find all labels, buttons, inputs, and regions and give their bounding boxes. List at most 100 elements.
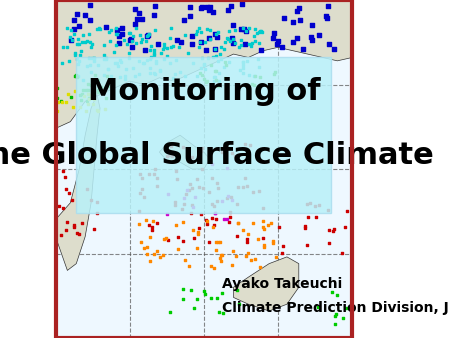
Point: [315, 32, 322, 38]
Point: [85, 95, 92, 100]
Point: [153, 248, 161, 253]
Point: [127, 30, 134, 36]
Point: [225, 220, 233, 225]
Point: [213, 31, 220, 37]
Point: [189, 204, 196, 210]
Point: [151, 171, 158, 177]
Point: [151, 71, 158, 76]
Point: [234, 220, 242, 225]
Point: [208, 162, 216, 167]
Point: [53, 95, 60, 100]
Point: [205, 35, 212, 41]
Point: [189, 61, 197, 66]
Point: [343, 305, 350, 310]
Point: [201, 289, 208, 294]
Point: [200, 61, 207, 67]
Point: [304, 201, 311, 206]
Point: [239, 59, 247, 65]
Point: [163, 45, 171, 50]
Point: [250, 33, 257, 39]
Point: [80, 77, 87, 82]
Point: [117, 59, 124, 65]
Point: [270, 30, 278, 36]
Point: [308, 37, 315, 43]
Point: [295, 5, 302, 11]
Point: [91, 55, 98, 61]
Point: [210, 224, 217, 230]
Point: [171, 71, 178, 77]
Point: [256, 40, 263, 46]
Point: [71, 50, 78, 55]
Point: [112, 31, 119, 37]
Point: [256, 188, 263, 193]
Point: [133, 16, 140, 21]
Point: [89, 78, 96, 83]
Point: [250, 82, 257, 88]
Point: [201, 291, 208, 297]
Point: [163, 236, 170, 241]
Point: [243, 28, 250, 33]
Point: [207, 263, 215, 268]
Text: Ayako Takeuchi: Ayako Takeuchi: [222, 277, 342, 291]
Point: [59, 168, 67, 173]
Point: [235, 44, 243, 50]
Point: [63, 219, 71, 225]
Point: [153, 220, 160, 226]
Point: [234, 184, 241, 189]
Point: [83, 108, 90, 113]
Point: [211, 47, 218, 52]
Point: [69, 105, 76, 110]
Point: [290, 40, 297, 45]
Point: [94, 26, 101, 32]
Point: [248, 258, 255, 263]
Point: [211, 74, 218, 80]
Point: [126, 37, 134, 43]
Point: [150, 13, 158, 18]
Point: [175, 44, 182, 49]
Point: [257, 48, 264, 53]
Point: [105, 67, 112, 72]
Point: [259, 236, 266, 241]
Point: [167, 26, 174, 31]
Point: [256, 265, 264, 270]
Point: [233, 233, 240, 239]
Point: [90, 79, 97, 84]
Point: [245, 73, 252, 78]
Point: [246, 41, 253, 46]
Point: [212, 46, 219, 52]
Point: [256, 64, 263, 70]
Point: [343, 209, 351, 214]
Point: [89, 56, 96, 61]
Point: [66, 190, 73, 196]
Point: [61, 175, 68, 180]
Point: [107, 74, 114, 79]
Point: [223, 36, 230, 41]
Point: [243, 237, 250, 242]
Point: [150, 50, 157, 56]
Point: [261, 242, 268, 248]
Point: [85, 97, 92, 102]
Point: [186, 14, 193, 19]
Point: [211, 75, 218, 80]
Point: [144, 32, 152, 38]
Point: [76, 104, 83, 109]
Point: [229, 248, 236, 253]
Point: [137, 190, 144, 196]
Point: [216, 52, 223, 57]
Point: [126, 30, 133, 36]
Point: [75, 73, 82, 79]
Point: [198, 72, 205, 78]
Point: [270, 35, 277, 41]
Point: [222, 83, 230, 89]
Point: [71, 224, 78, 230]
Point: [88, 70, 95, 75]
Point: [152, 58, 159, 64]
Point: [73, 74, 80, 79]
Point: [163, 211, 170, 217]
Point: [212, 77, 219, 82]
Point: [293, 35, 300, 41]
Point: [214, 34, 221, 40]
Point: [132, 25, 140, 31]
Point: [324, 207, 332, 213]
Point: [189, 41, 196, 47]
